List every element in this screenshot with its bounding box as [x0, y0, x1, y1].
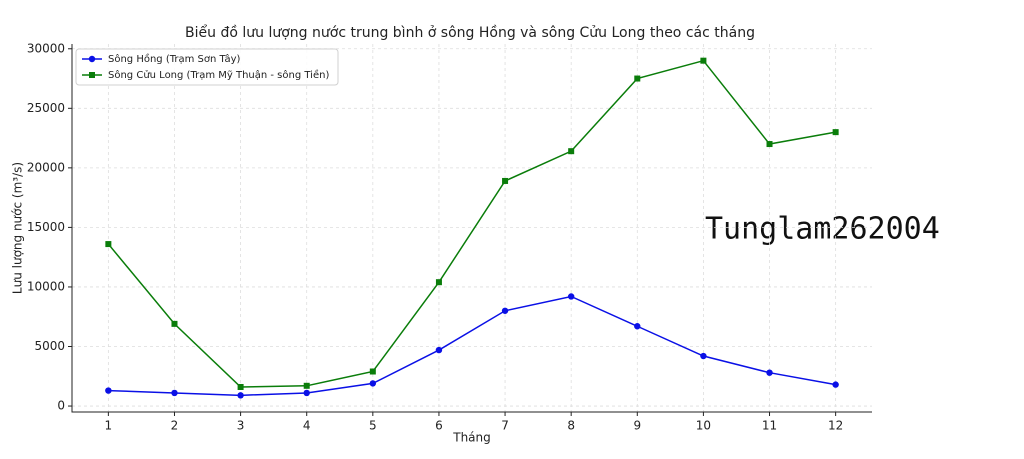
x-tick-label: 4	[303, 419, 311, 433]
y-tick-label: 30000	[27, 41, 65, 55]
data-point	[567, 293, 575, 300]
legend-label: Sông Hồng (Trạm Sơn Tây)	[108, 53, 241, 65]
x-tick-label: 1	[105, 419, 113, 433]
data-point	[634, 75, 641, 82]
chart-title: Biểu đồ lưu lượng nước trung bình ở sông…	[185, 24, 755, 41]
watermark: Tunglam262004	[705, 212, 940, 247]
x-tick-label: 12	[828, 419, 843, 433]
y-tick-label: 25000	[27, 101, 65, 115]
x-axis-label: Tháng	[452, 431, 491, 445]
data-point	[171, 320, 178, 327]
data-point	[171, 389, 178, 397]
data-point	[435, 346, 443, 354]
legend-marker	[89, 72, 95, 78]
y-tick-label: 10000	[27, 279, 65, 293]
data-point	[766, 369, 773, 376]
data-point	[502, 177, 509, 184]
x-tick-label: 10	[696, 419, 711, 433]
legend-label: Sông Cửu Long (Trạm Mỹ Thuận - sông Tiền…	[108, 69, 329, 81]
y-tick-label: 5000	[34, 339, 65, 353]
x-tick-label: 11	[762, 419, 777, 433]
legend-marker	[88, 55, 96, 63]
data-point	[303, 382, 310, 389]
data-point	[369, 368, 376, 375]
x-tick-label: 5	[369, 419, 377, 433]
x-tick-label: 9	[633, 419, 641, 433]
y-tick-label: 15000	[27, 220, 65, 234]
x-tick-label: 3	[237, 419, 245, 433]
data-point	[568, 148, 575, 155]
y-axis-label: Lưu lượng nước (m³/s)	[11, 162, 25, 294]
data-point	[369, 380, 377, 387]
data-point	[105, 241, 112, 248]
data-point	[501, 307, 509, 314]
y-tick-label: 20000	[27, 160, 65, 174]
data-point	[303, 389, 310, 397]
data-point	[634, 323, 641, 330]
y-tick-label: 0	[57, 399, 65, 413]
series-line	[108, 295, 836, 397]
data-point	[832, 381, 839, 388]
series-line	[107, 59, 836, 388]
x-tick-label: 2	[171, 419, 179, 433]
data-point	[237, 383, 244, 390]
data-point	[700, 352, 707, 360]
x-tick-label: 8	[567, 419, 575, 433]
data-point	[105, 387, 112, 394]
axis-frame	[71, 44, 872, 413]
data-point	[766, 141, 773, 148]
x-tick-label: 6	[435, 419, 443, 433]
data-point	[237, 392, 244, 399]
legend-box	[75, 48, 339, 86]
data-point	[700, 57, 707, 64]
data-point	[435, 279, 442, 286]
data-point	[832, 129, 839, 136]
x-tick-label: 7	[501, 419, 509, 433]
